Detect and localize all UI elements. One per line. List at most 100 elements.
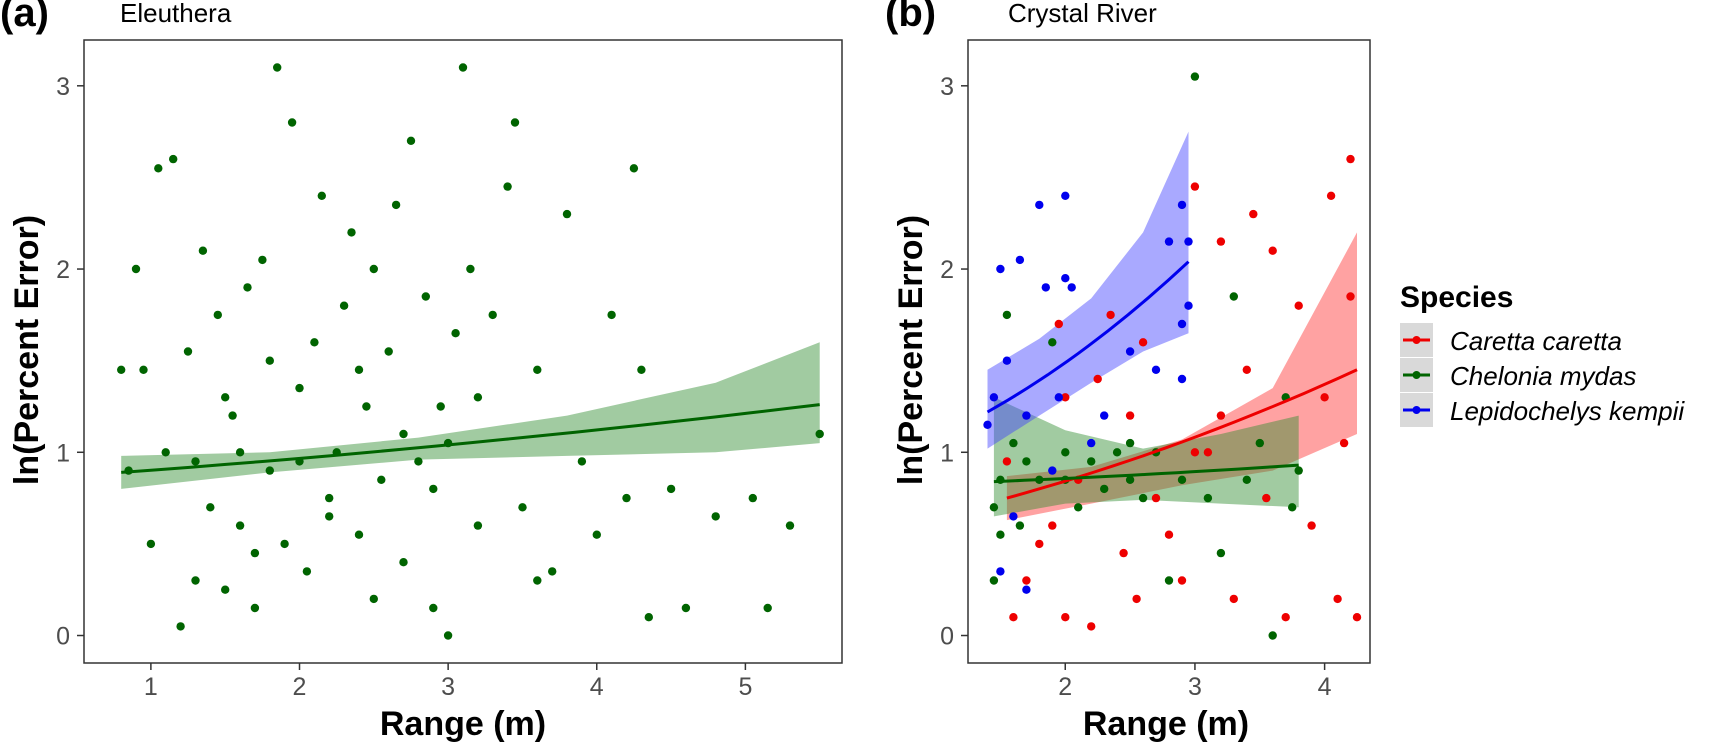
- panel-b-point-caretta: [1054, 319, 1064, 329]
- panel-b-point-caretta: [1035, 539, 1044, 549]
- panel-b-point-chelonia: [1242, 475, 1252, 484]
- panel-b-point-caretta: [1216, 237, 1226, 246]
- panel-a-point-chelonia: [117, 365, 126, 374]
- panel-b-point-lepidochelys: [1177, 319, 1187, 329]
- panel-a-point-chelonia: [235, 448, 245, 457]
- panel-b-point-caretta: [1009, 613, 1018, 622]
- panel-a-point-chelonia: [391, 200, 401, 210]
- panel-a-point-chelonia: [191, 576, 200, 585]
- panel-b-point-lepidochelys: [1184, 301, 1193, 310]
- panel-b-point-caretta: [1281, 613, 1290, 622]
- panel-a-point-chelonia: [317, 191, 326, 200]
- panel-a-point-chelonia: [250, 603, 260, 613]
- panel-a-point-chelonia: [369, 594, 378, 604]
- panel-b-point-chelonia: [1112, 448, 1122, 457]
- panel-b-point-chelonia: [1190, 72, 1200, 81]
- panel-a-ribbon-chelonia: [121, 342, 820, 489]
- legend-key-point-lepidochelys: [1412, 406, 1421, 414]
- panel-b-point-caretta: [1249, 209, 1258, 219]
- panel-a-point-chelonia: [265, 356, 274, 365]
- panel-b-ribbon-chelonia: [993, 397, 1299, 517]
- legend-label-chelonia: Chelonia mydas: [1450, 361, 1636, 391]
- panel-a-point-chelonia: [414, 457, 423, 466]
- panel-b-point-chelonia: [1125, 475, 1135, 484]
- panel-a-x-tick-label: 3: [441, 673, 455, 701]
- panel-b-ribbon-lepidochelys: [987, 131, 1189, 449]
- panel-a-point-chelonia: [339, 301, 349, 310]
- legend-key-point-chelonia: [1412, 371, 1421, 379]
- panel-b-point-caretta: [1216, 411, 1226, 420]
- panel-a-point-chelonia: [629, 164, 639, 173]
- panel-a-title: Eleuthera: [120, 0, 232, 28]
- panel-a-label: (a): [0, 0, 49, 35]
- panel-a-point-chelonia: [443, 631, 453, 640]
- panel-b-point-lepidochelys: [996, 264, 1005, 274]
- panel-b-point-lepidochelys: [1184, 237, 1193, 246]
- panel-b-point-lepidochelys: [1015, 255, 1025, 265]
- panel-a-point-chelonia: [250, 548, 260, 558]
- panel-b: (b) Crystal River 2 3 4 0 1 2 3 Range (m) ln(P…: [885, 0, 1371, 743]
- legend-label-lepidochelys: Lepidochelys kempii: [1450, 396, 1685, 426]
- panel-b-point-chelonia: [1229, 292, 1239, 301]
- panel-b-point-chelonia: [1022, 457, 1031, 466]
- panel-a-point-chelonia: [154, 164, 163, 173]
- panel-a-point-chelonia: [362, 402, 371, 411]
- panel-a-point-chelonia: [228, 411, 237, 420]
- panel-a-point-chelonia: [607, 310, 616, 320]
- panel-b-point-caretta: [1164, 530, 1174, 539]
- panel-b-point-lepidochelys: [1087, 438, 1096, 448]
- panel-b-point-caretta: [1119, 548, 1128, 558]
- panel-a-frame: [83, 39, 843, 664]
- panel-b-point-caretta: [1333, 594, 1342, 604]
- panel-b-point-chelonia: [1009, 438, 1018, 448]
- panel-a-point-chelonia: [488, 310, 497, 320]
- panel-b-point-chelonia: [1048, 338, 1057, 347]
- panel-a-point-chelonia: [815, 429, 824, 439]
- panel-a-point-chelonia: [243, 283, 252, 292]
- panel-b-point-chelonia: [996, 530, 1005, 539]
- panel-b-point-caretta: [1294, 301, 1303, 310]
- panel-a-point-chelonia: [451, 329, 460, 338]
- panel-b-point-lepidochelys: [1041, 283, 1051, 292]
- panel-b-point-chelonia: [1015, 521, 1025, 530]
- panel-b-point-caretta: [1177, 576, 1187, 585]
- legend-items: Caretta caretta Chelonia mydas Lepidochely…: [1400, 323, 1685, 427]
- panel-b-point-caretta: [1061, 393, 1070, 402]
- panel-b-x-axis-title: Range (m): [1083, 705, 1249, 743]
- panel-a-point-chelonia: [666, 484, 676, 494]
- panel-a-point-chelonia: [548, 567, 557, 576]
- panel-a-point-chelonia: [302, 567, 312, 576]
- panel-b-point-caretta: [1339, 438, 1349, 448]
- panel-b-point-caretta: [1346, 292, 1355, 301]
- panel-b-point-caretta: [1229, 594, 1239, 604]
- panel-b-label: (b): [885, 0, 936, 35]
- panel-b-point-chelonia: [1125, 438, 1135, 448]
- panel-a-point-chelonia: [473, 521, 483, 530]
- panel-b-point-lepidochelys: [1002, 356, 1012, 365]
- panel-b-point-chelonia: [989, 503, 999, 512]
- panel-a-point-chelonia: [161, 448, 170, 457]
- panel-b-point-lepidochelys: [1177, 374, 1187, 384]
- panel-a-y-tick-label: 0: [56, 623, 70, 651]
- panel-a-point-chelonia: [310, 338, 319, 347]
- panel-b-point-chelonia: [1255, 438, 1265, 448]
- panel-a-point-chelonia: [399, 429, 408, 439]
- panel-a-point-chelonia: [429, 603, 438, 613]
- panel-a-point-chelonia: [139, 365, 148, 374]
- panel-a-point-chelonia: [763, 603, 772, 613]
- panel-a-point-chelonia: [377, 475, 386, 484]
- panel-a-point-chelonia: [295, 383, 304, 393]
- panel-a-point-chelonia: [354, 365, 364, 374]
- panel-a-point-chelonia: [429, 484, 438, 494]
- panel-a-point-chelonia: [221, 585, 230, 594]
- panel-a-point-chelonia: [592, 530, 601, 539]
- panel-a-point-chelonia: [622, 493, 631, 503]
- panel-b-point-caretta: [1125, 411, 1135, 420]
- panel-b-point-caretta: [1326, 191, 1336, 200]
- panel-a-point-chelonia: [399, 558, 408, 567]
- panel-a-point-chelonia: [206, 503, 215, 512]
- panel-b-x-tick-label: 3: [1188, 673, 1202, 701]
- panel-a-point-chelonia: [280, 539, 289, 549]
- panel-a-point-chelonia: [369, 264, 378, 274]
